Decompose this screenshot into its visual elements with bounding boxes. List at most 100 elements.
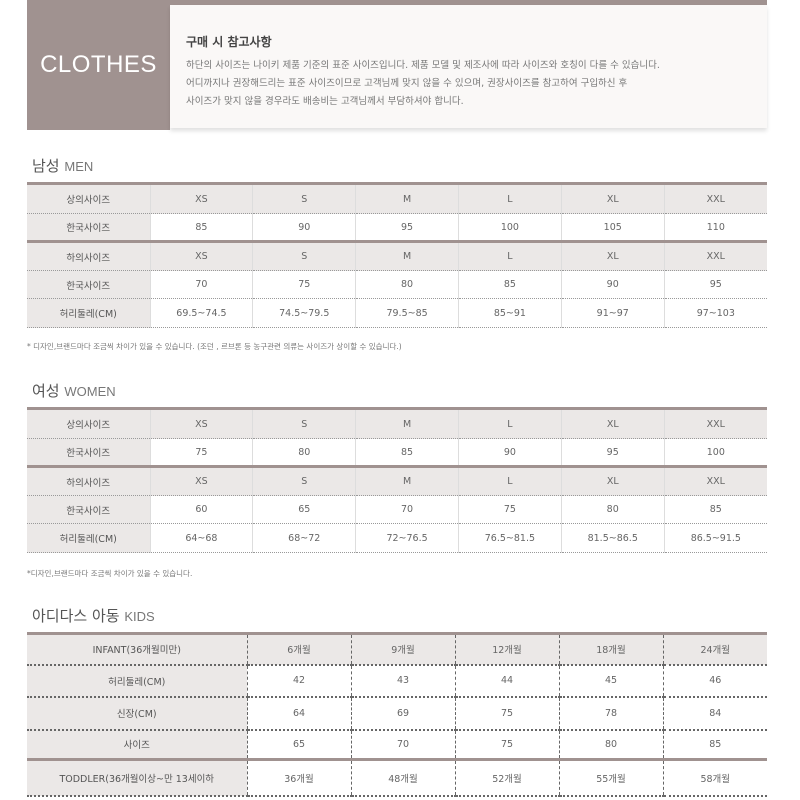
table-cell: 75 bbox=[454, 696, 559, 731]
table-cell: 45 bbox=[558, 664, 663, 698]
purchase-notice: 구매 시 참고사항 하단의 사이즈는 나이키 제품 기준의 표준 사이즈입니다.… bbox=[170, 5, 767, 128]
table-cell: 69.5~74.5 bbox=[149, 298, 253, 328]
table-cell: 80 bbox=[355, 270, 459, 299]
table-cell: L bbox=[457, 240, 562, 271]
table-cell: 85 bbox=[149, 213, 253, 242]
table-cell: 64 bbox=[246, 696, 351, 731]
brand-label: CLOTHES bbox=[27, 0, 170, 130]
table-cell: 90 bbox=[252, 213, 356, 242]
table-cell: XXL bbox=[663, 240, 767, 271]
table-cell: 65 bbox=[252, 495, 356, 524]
table-cell: XS bbox=[149, 240, 253, 271]
row-label: 한국사이즈 bbox=[27, 213, 150, 242]
top-bar bbox=[27, 0, 767, 5]
table-cell: 80 bbox=[560, 495, 665, 524]
table-cell: 44 bbox=[454, 664, 559, 698]
table-cell: XXL bbox=[663, 182, 767, 214]
women-title: 여성 WOMEN bbox=[32, 380, 116, 401]
table-cell: XL bbox=[560, 407, 665, 439]
table-cell: 48개월 bbox=[350, 758, 455, 797]
table-cell: 12개월 bbox=[454, 632, 559, 666]
kids-size-table: INFANT(36개월미만) 6개월 9개월 12개월 18개월 24개월 허리둘레(CM)… bbox=[27, 632, 767, 797]
table-cell: 85 bbox=[457, 270, 562, 299]
table-cell: 95 bbox=[663, 270, 767, 299]
table-cell: 78 bbox=[558, 696, 663, 731]
men-size-table: 상의사이즈 XS S M L XL XXL 한국사이즈 85 90 95 100 105 110 하의사이즈… bbox=[27, 182, 767, 328]
table-cell: 85 bbox=[355, 438, 459, 467]
table-cell: S bbox=[252, 240, 356, 271]
table-cell: 36개월 bbox=[246, 758, 351, 797]
row-label: 허리둘레(CM) bbox=[27, 664, 247, 698]
table-row: 사이즈 65 70 75 80 85 bbox=[27, 729, 767, 761]
row-label: 사이즈 bbox=[27, 729, 247, 761]
title-ko: 남성 bbox=[32, 157, 60, 175]
table-cell: 58개월 bbox=[662, 758, 767, 797]
men-title: 남성 MEN bbox=[32, 155, 93, 176]
row-label: 하의사이즈 bbox=[27, 240, 150, 271]
table-row: 허리둘레(CM) 69.5~74.5 74.5~79.5 79.5~85 85~91 91… bbox=[27, 298, 767, 328]
table-cell: S bbox=[252, 182, 356, 214]
table-cell: 70 bbox=[350, 729, 455, 761]
row-label: 한국사이즈 bbox=[27, 495, 150, 524]
table-cell: XL bbox=[560, 182, 665, 214]
row-label: 한국사이즈 bbox=[27, 270, 150, 299]
table-cell: XL bbox=[560, 240, 665, 271]
table-cell: 75 bbox=[457, 495, 562, 524]
table-row: 한국사이즈 70 75 80 85 90 95 bbox=[27, 270, 767, 299]
table-cell: M bbox=[355, 182, 459, 214]
table-cell: 97~103 bbox=[663, 298, 767, 328]
table-cell: 95 bbox=[560, 438, 665, 467]
table-row: 하의사이즈 XS S M L XL XXL bbox=[27, 465, 767, 496]
table-cell: 76.5~81.5 bbox=[457, 523, 562, 553]
table-row: 허리둘레(CM) 42 43 44 45 46 bbox=[27, 664, 767, 698]
table-cell: 90 bbox=[457, 438, 562, 467]
row-label: 신장(CM) bbox=[27, 696, 247, 731]
row-label: 허리둘레(CM) bbox=[27, 298, 150, 328]
table-cell: 75 bbox=[252, 270, 356, 299]
table-cell: XXL bbox=[663, 465, 767, 496]
table-cell: 91~97 bbox=[560, 298, 665, 328]
notice-line: 사이즈가 맞지 않을 경우라도 배송비는 고객님께서 부담하셔야 합니다. bbox=[186, 96, 464, 107]
table-cell: 64~68 bbox=[149, 523, 253, 553]
table-cell: 105 bbox=[560, 213, 665, 242]
title-ko: 여성 bbox=[32, 382, 60, 400]
table-cell: 100 bbox=[457, 213, 562, 242]
table-cell: 42 bbox=[246, 664, 351, 698]
table-row: 한국사이즈 60 65 70 75 80 85 bbox=[27, 495, 767, 524]
table-cell: 85 bbox=[663, 495, 767, 524]
row-label: INFANT(36개월미만) bbox=[27, 632, 247, 666]
table-cell: 60 bbox=[149, 495, 253, 524]
notice-line: 하단의 사이즈는 나이키 제품 기준의 표준 사이즈입니다. 제품 모델 및 제… bbox=[186, 60, 660, 71]
table-cell: 65 bbox=[246, 729, 351, 761]
table-cell: 110 bbox=[663, 213, 767, 242]
table-cell: S bbox=[252, 407, 356, 439]
table-cell: M bbox=[355, 465, 459, 496]
table-cell: 75 bbox=[454, 729, 559, 761]
table-cell: 43 bbox=[350, 664, 455, 698]
table-row: 상의사이즈 XS S M L XL XXL bbox=[27, 407, 767, 439]
table-cell: 86.5~91.5 bbox=[663, 523, 767, 553]
table-row: INFANT(36개월미만) 6개월 9개월 12개월 18개월 24개월 bbox=[27, 632, 767, 666]
title-ko: 아디다스 아동 bbox=[32, 607, 120, 625]
table-cell: 80 bbox=[252, 438, 356, 467]
table-cell: 68~72 bbox=[252, 523, 356, 553]
table-cell: XL bbox=[560, 465, 665, 496]
table-cell: 85~91 bbox=[457, 298, 562, 328]
title-en: MEN bbox=[64, 159, 94, 174]
table-cell: L bbox=[457, 465, 562, 496]
table-cell: XS bbox=[149, 465, 253, 496]
title-en: KIDS bbox=[124, 609, 155, 624]
table-row: 하의사이즈 XS S M L XL XXL bbox=[27, 240, 767, 271]
table-row: 한국사이즈 75 80 85 90 95 100 bbox=[27, 438, 767, 467]
table-cell: 84 bbox=[662, 696, 767, 731]
table-cell: 81.5~86.5 bbox=[560, 523, 665, 553]
table-cell: 100 bbox=[663, 438, 767, 467]
notice-title: 구매 시 참고사항 bbox=[186, 35, 272, 49]
notice-line: 어디까지나 권장해드리는 표준 사이즈이므로 고객님께 맞지 않을 수 있으며,… bbox=[186, 78, 628, 89]
table-cell: 75 bbox=[149, 438, 253, 467]
men-note: * 디자인,브랜드마다 조금씩 차이가 있을 수 있습니다. (조던 , 르브론… bbox=[27, 342, 402, 351]
table-cell: 6개월 bbox=[246, 632, 351, 666]
table-cell: 70 bbox=[149, 270, 253, 299]
row-label: 한국사이즈 bbox=[27, 438, 150, 467]
table-cell: 55개월 bbox=[558, 758, 663, 797]
